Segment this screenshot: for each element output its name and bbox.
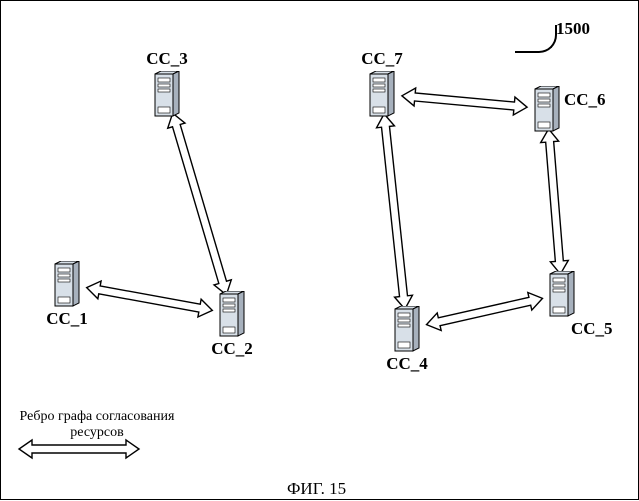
node-label-cc4: CC_4 — [382, 354, 432, 374]
node-cc1: CC_1 — [54, 261, 80, 307]
node-cc4: CC_4 — [394, 306, 420, 352]
edge-cc7-cc4 — [377, 114, 413, 309]
diagram-stage: 1500 CC_1 CC_2 — [1, 1, 638, 499]
node-cc6: CC_6 — [534, 86, 560, 132]
edge-cc4-cc5 — [427, 292, 543, 330]
node-label-cc3: CC_3 — [142, 49, 192, 69]
edge-cc2-cc3 — [168, 113, 232, 295]
node-label-cc6: CC_6 — [564, 90, 606, 110]
node-cc3: CC_3 — [154, 71, 180, 117]
edge-cc5-cc6 — [541, 129, 569, 274]
node-cc5: CC_5 — [549, 271, 575, 317]
node-label-cc7: CC_7 — [357, 49, 407, 69]
node-cc2: CC_2 — [219, 291, 245, 337]
node-label-cc1: CC_1 — [42, 309, 92, 329]
figure-caption: ФИГ. 15 — [287, 479, 346, 499]
edge-cc1-cc2 — [87, 281, 213, 317]
node-cc7: CC_7 — [369, 71, 395, 117]
node-label-cc5: CC_5 — [571, 319, 613, 339]
legend-text: Ребро графа согласования ресурсов — [7, 409, 187, 441]
node-label-cc2: CC_2 — [207, 339, 257, 359]
edge-cc6-cc7 — [402, 88, 527, 115]
